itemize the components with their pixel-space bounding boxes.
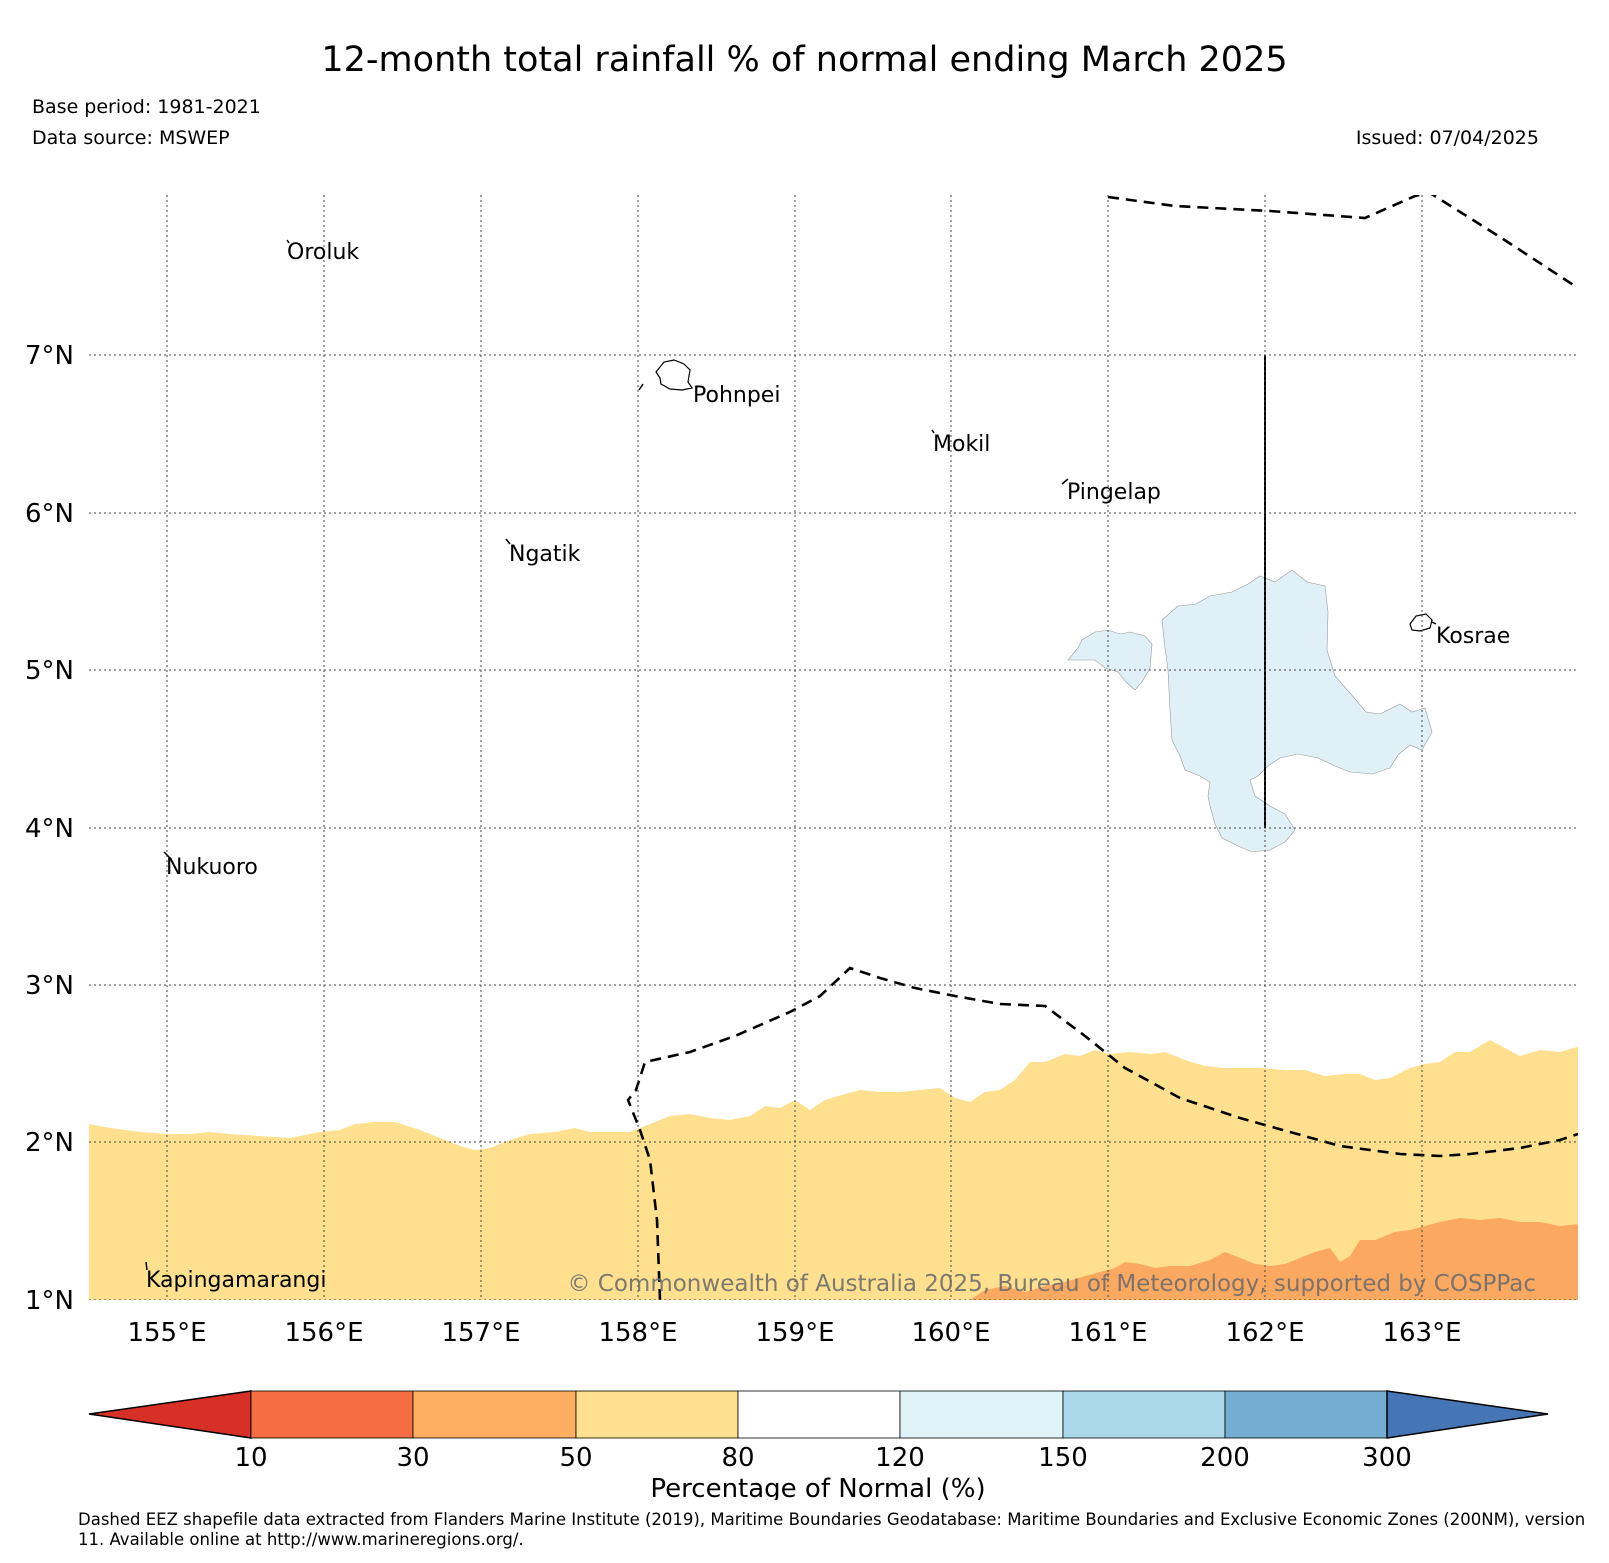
eez-boundary-north — [1107, 195, 1578, 290]
lon-tick-159: 159°E — [755, 1318, 834, 1348]
map-title: 12-month total rainfall % of normal endi… — [321, 40, 1288, 80]
lon-tick-163: 163°E — [1382, 1318, 1461, 1348]
island-markers: Oroluk Pohnpei Mokil Pingelap Ngatik Kos… — [145, 239, 1510, 1293]
colorbar-bin-80-120 — [737, 1390, 901, 1439]
lat-tick-2: 2°N — [25, 1128, 74, 1158]
colorbar-label-80: 80 — [721, 1443, 754, 1473]
lat-tick-5: 5°N — [25, 656, 74, 686]
lat-tick-6: 6°N — [25, 499, 74, 529]
eez-boundary-south — [626, 966, 1578, 1300]
colorbar-label-10: 10 — [234, 1443, 267, 1473]
island-label-kapingamarangi: Kapingamarangi — [146, 1268, 326, 1293]
kosrae-marker — [1431, 621, 1437, 625]
lon-tick-161: 161°E — [1068, 1318, 1147, 1348]
lat-tick-1: 1°N — [25, 1286, 74, 1316]
colorbar-extend-low — [88, 1390, 252, 1439]
lon-tick-157: 157°E — [441, 1318, 520, 1348]
rainfall-zone-120-150-east — [1161, 569, 1433, 853]
lat-tick-7: 7°N — [25, 341, 74, 371]
colorbar-bin-120-150 — [899, 1390, 1064, 1439]
lon-tick-162: 162°E — [1225, 1318, 1304, 1348]
island-label-mokil: Mokil — [933, 432, 990, 457]
ngatik-marker — [505, 538, 511, 545]
kapingamarangi-marker — [145, 1261, 148, 1271]
eez-data-footnote: Dashed EEZ shapefile data extracted from… — [78, 1510, 1586, 1549]
base-period: Base period: 1981-2021 — [32, 96, 261, 118]
rainfall-zone-120-150-west — [1067, 629, 1153, 691]
island-label-nukuoro: Nukuoro — [166, 855, 258, 880]
colorbar-bin-150-200 — [1062, 1390, 1226, 1439]
lon-tick-160: 160°E — [911, 1318, 990, 1348]
lat-tick-3: 3°N — [25, 971, 74, 1001]
island-label-pingelap: Pingelap — [1067, 480, 1161, 505]
colorbar-title: Percentage of Normal (%) — [650, 1474, 985, 1500]
colorbar-label-150: 150 — [1038, 1443, 1088, 1473]
lon-tick-155: 155°E — [127, 1318, 206, 1348]
pohnpei-islet-marker — [638, 383, 644, 391]
colorbar-bin-10-30 — [250, 1390, 414, 1439]
lat-axis-labels: 1°N 2°N 3°N 4°N 5°N 6°N 7°N — [25, 341, 74, 1316]
mokil-marker — [931, 429, 935, 434]
lat-tick-4: 4°N — [25, 814, 74, 844]
issued-date: Issued: 07/04/2025 — [1355, 127, 1539, 149]
colorbar-label-120: 120 — [875, 1443, 925, 1473]
pohnpei-island-outline — [655, 359, 693, 391]
colorbar-label-50: 50 — [559, 1443, 592, 1473]
rainfall-zone-50-80 — [89, 1040, 1578, 1300]
data-source: Data source: MSWEP — [32, 127, 230, 149]
colorbar-label-300: 300 — [1362, 1443, 1412, 1473]
rainfall-zone-30-50 — [970, 1218, 1578, 1300]
colorbar-bin-50-80 — [575, 1390, 739, 1439]
copyright-watermark: © Commonwealth of Australia 2025, Bureau… — [567, 1271, 1536, 1297]
colorbar: 10 30 50 80 120 150 200 300 Percentage o… — [88, 1390, 1549, 1500]
island-label-ngatik: Ngatik — [509, 542, 581, 567]
colorbar-bin-200-300 — [1224, 1390, 1388, 1439]
nukuoro-marker — [163, 851, 171, 859]
colorbar-tick-labels: 10 30 50 80 120 150 200 300 — [234, 1443, 1411, 1473]
island-label-oroluk: Oroluk — [287, 240, 359, 265]
lon-axis-labels: 155°E 156°E 157°E 158°E 159°E 160°E 161°… — [127, 1318, 1461, 1348]
island-label-kosrae: Kosrae — [1436, 624, 1510, 649]
graticule — [89, 195, 1578, 1300]
lon-tick-156: 156°E — [284, 1318, 363, 1348]
colorbar-extend-high — [1386, 1390, 1549, 1439]
colorbar-label-200: 200 — [1200, 1443, 1250, 1473]
colorbar-label-30: 30 — [396, 1443, 429, 1473]
rainfall-map: Oroluk Pohnpei Mokil Pingelap Ngatik Kos… — [25, 195, 1578, 1500]
kosrae-island-outline — [1409, 613, 1433, 632]
oroluk-marker — [286, 239, 290, 244]
lon-tick-158: 158°E — [598, 1318, 677, 1348]
colorbar-bin-30-50 — [412, 1390, 577, 1439]
island-label-pohnpei: Pohnpei — [693, 383, 780, 408]
pingelap-marker — [1061, 478, 1069, 485]
